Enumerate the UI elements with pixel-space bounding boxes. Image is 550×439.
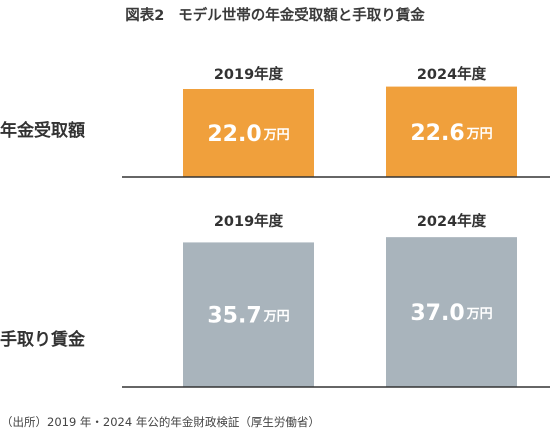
chart-group-2: 手取り賃金 2019年度 35.7 万円 2024年度 37.0 万円	[0, 212, 550, 388]
data-label: 35.7 万円	[207, 304, 289, 329]
row-label: 年金受取額	[0, 120, 85, 141]
data-label: 37.0 万円	[410, 301, 492, 326]
category-label: 2019年度	[214, 212, 284, 230]
title-text: モデル世帯の年金受取額と手取り賃金	[178, 8, 425, 24]
bar	[183, 242, 314, 387]
chart-title: 図表2 モデル世帯の年金受取額と手取り賃金	[0, 4, 550, 25]
bar	[183, 89, 314, 177]
category-label: 2019年度	[214, 65, 284, 83]
data-label: 22.0 万円	[207, 122, 289, 147]
bar	[386, 86, 517, 177]
data-label: 22.6 万円	[410, 121, 492, 146]
row-label: 手取り賃金	[0, 329, 86, 350]
category-label: 2024年度	[417, 65, 487, 83]
category-label: 2024年度	[417, 212, 487, 230]
figure-number: 図表2	[125, 8, 165, 24]
source-note: （出所）2019 年・2024 年公的年金財政検証（厚生労働省）	[1, 415, 320, 429]
bar	[386, 237, 517, 387]
chart-group-1: 年金受取額 2019年度 22.0 万円 2024年度 22.6 万円	[0, 65, 550, 178]
